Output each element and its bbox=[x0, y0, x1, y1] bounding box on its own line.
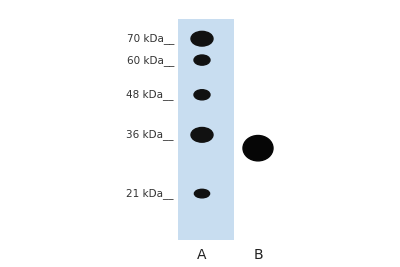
Ellipse shape bbox=[194, 90, 210, 100]
Ellipse shape bbox=[191, 31, 213, 46]
Ellipse shape bbox=[243, 136, 273, 161]
Ellipse shape bbox=[191, 128, 213, 142]
Text: 36 kDa__: 36 kDa__ bbox=[126, 129, 174, 140]
Ellipse shape bbox=[194, 189, 210, 198]
Text: B: B bbox=[253, 248, 263, 262]
Bar bbox=[178, 19, 234, 240]
Text: 48 kDa__: 48 kDa__ bbox=[126, 89, 174, 100]
Ellipse shape bbox=[194, 55, 210, 65]
Text: 21 kDa__: 21 kDa__ bbox=[126, 188, 174, 199]
Text: A: A bbox=[197, 248, 207, 262]
Text: 70 kDa__: 70 kDa__ bbox=[127, 33, 174, 44]
Text: 60 kDa__: 60 kDa__ bbox=[127, 55, 174, 65]
